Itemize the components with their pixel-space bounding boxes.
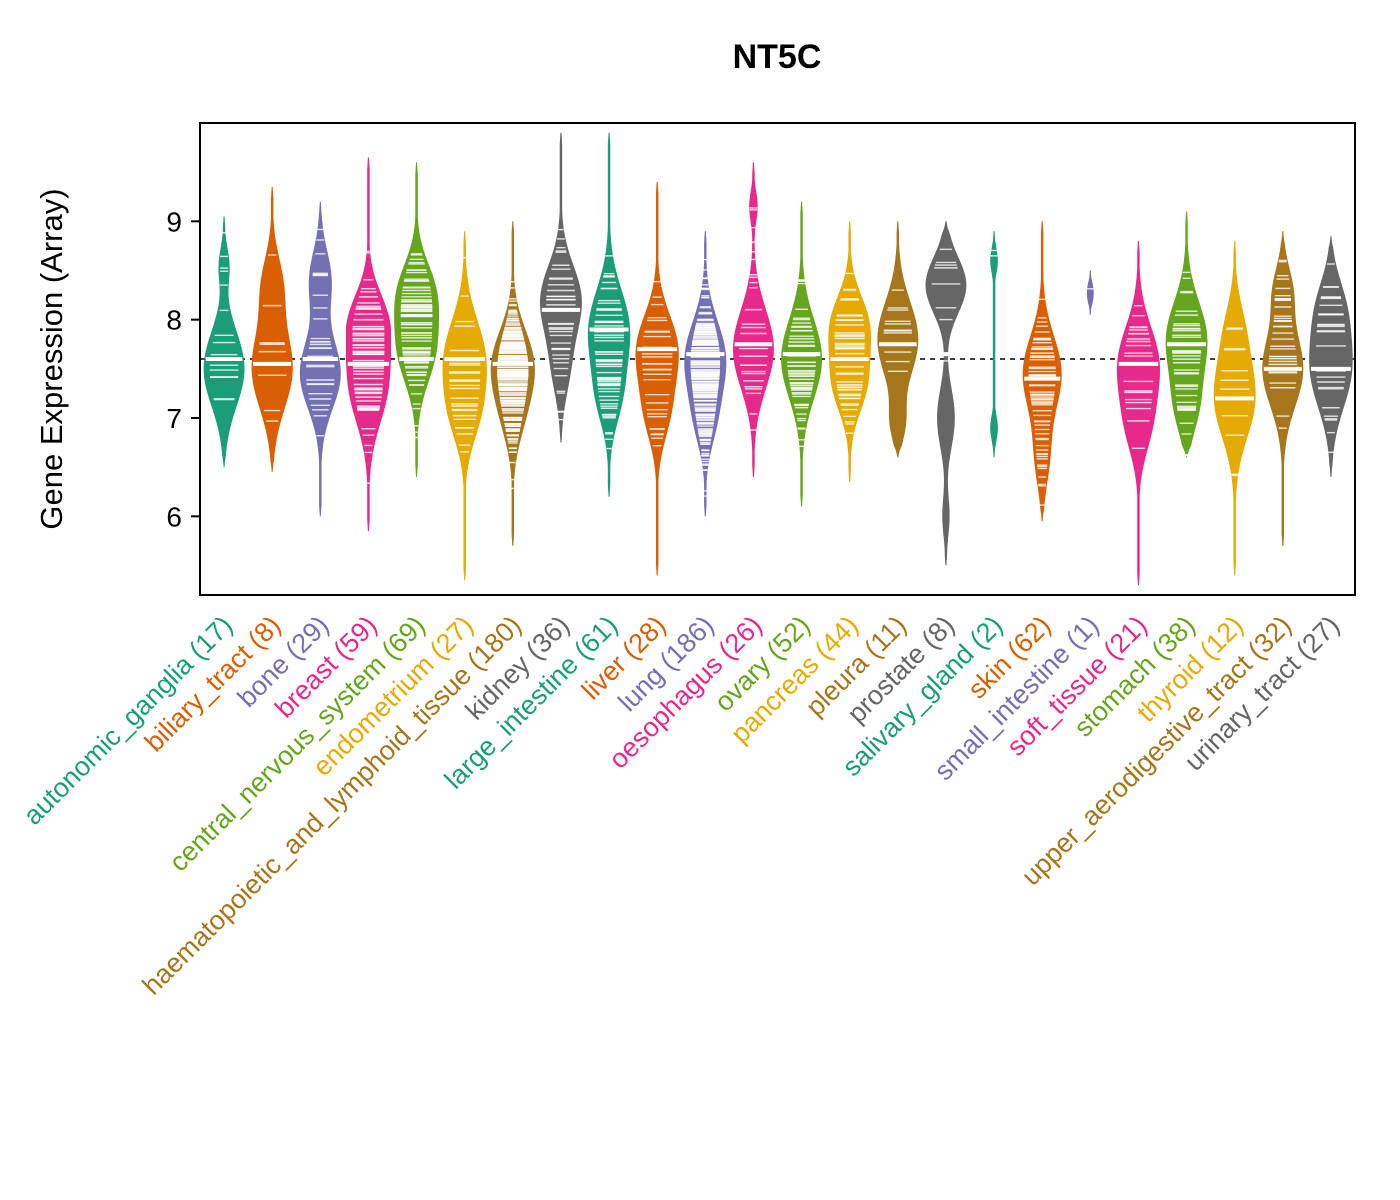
violin [781, 201, 823, 507]
violin [1213, 240, 1256, 576]
violin [299, 201, 341, 517]
violin-body [539, 132, 582, 443]
violin-body [251, 186, 293, 473]
violin [732, 162, 774, 478]
violin [587, 132, 631, 497]
violin-body [1262, 231, 1304, 546]
violin [1022, 221, 1062, 522]
violin [1116, 240, 1161, 586]
violin-body [1116, 240, 1161, 586]
violin-body [394, 162, 440, 478]
violin-body [1213, 240, 1256, 576]
violin-body [732, 162, 774, 478]
y-axis-label: Gene Expression (Array) [34, 188, 69, 529]
violin-body [990, 231, 998, 458]
y-tick-label: 8 [166, 305, 182, 336]
violin [925, 221, 967, 566]
violin [877, 221, 919, 458]
violin [990, 231, 999, 458]
violin [1165, 211, 1208, 458]
y-tick-label: 6 [166, 501, 182, 532]
violin [539, 132, 582, 443]
x-tick-label: autonomic_ganglia (17) [18, 610, 239, 831]
violin [345, 157, 391, 532]
violin [684, 231, 727, 517]
violin-body [925, 221, 967, 566]
violin [203, 216, 245, 468]
violin [828, 221, 872, 482]
chart-title: NT5C [733, 38, 822, 76]
violin [490, 221, 535, 546]
violin [1309, 236, 1353, 478]
violin-body [635, 181, 679, 576]
violin [442, 231, 487, 581]
x-axis-labels: autonomic_ganglia (17)biliary_tract (8)b… [18, 610, 1346, 1001]
violin-body [828, 221, 872, 482]
violin [1086, 270, 1095, 315]
y-tick-label: 7 [166, 403, 182, 434]
violin-body [203, 216, 245, 468]
y-tick-label: 9 [166, 206, 182, 237]
violin [251, 186, 293, 473]
plot-area [200, 132, 1355, 586]
violin [635, 181, 679, 576]
violin-body [877, 221, 919, 458]
violin-body [1086, 270, 1094, 315]
violin-body [1165, 211, 1208, 458]
violin-body [1309, 236, 1353, 478]
violin [394, 162, 440, 478]
violin [1262, 231, 1304, 546]
